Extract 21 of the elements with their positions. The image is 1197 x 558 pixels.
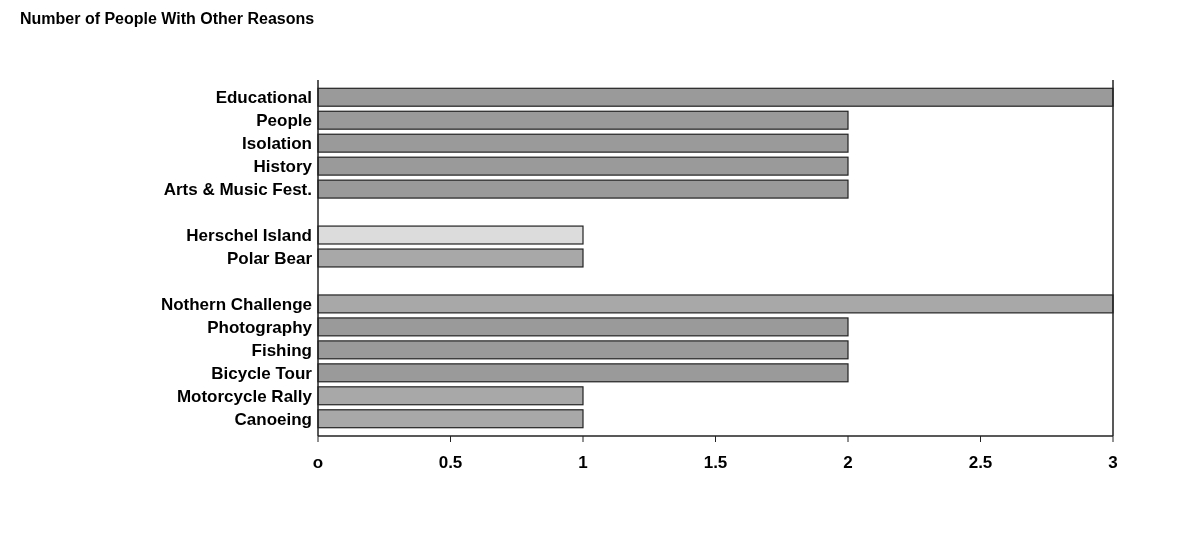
y-tick-label: History <box>253 157 313 177</box>
y-tick-label: Isolation <box>242 134 312 154</box>
y-tick-label: Polar Bear <box>226 248 313 268</box>
x-tick-label: 2.5 <box>968 453 993 472</box>
x-tick-label: 1.5 <box>703 453 728 472</box>
y-tick-label: Canoeing <box>234 409 312 429</box>
y-tick-label: Nothern Challenge <box>160 294 312 314</box>
y-tick-label: Educational <box>215 88 312 108</box>
x-tick-label: o <box>312 453 324 472</box>
y-tick-label: Motorcycle Rally <box>176 386 313 406</box>
y-tick-label: Photography <box>207 317 313 337</box>
y-tick-label: Bicycle Tour <box>211 363 313 383</box>
x-tick-label: 3 <box>1108 453 1118 472</box>
text: Number of People With Other Reasons <box>20 10 315 27</box>
x-tick-label: 2 <box>843 453 853 472</box>
x-tick-label: 0.5 <box>438 453 463 472</box>
x-tick-label: 1 <box>578 453 588 472</box>
y-tick-label: People <box>256 111 312 131</box>
y-tick-label: Fishing <box>251 340 312 360</box>
y-tick-label: Herschel Island <box>186 225 312 245</box>
y-tick-label: Arts & Music Fest. <box>163 180 312 200</box>
